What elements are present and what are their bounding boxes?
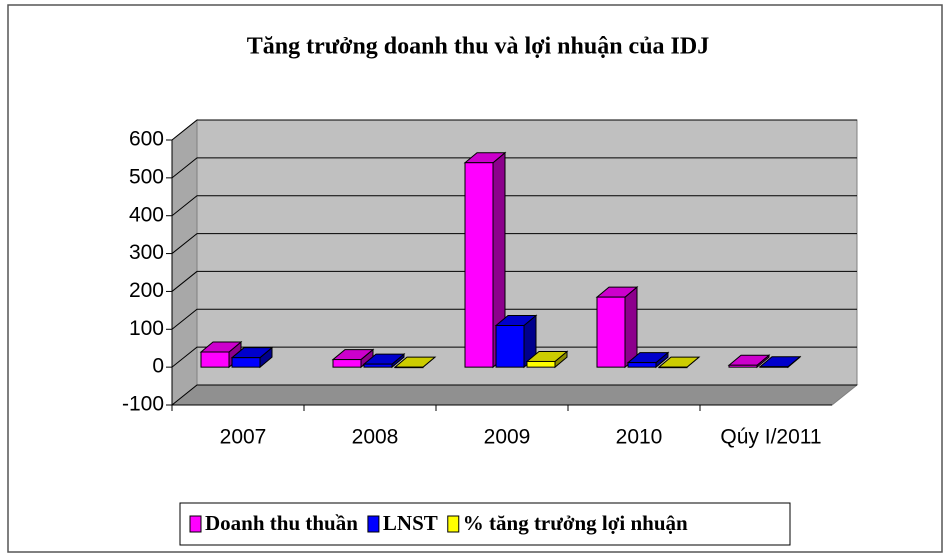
bar-front [231,357,261,368]
legend-label: LNST [383,511,438,535]
legend-swatch [367,515,380,533]
floor [170,384,859,406]
bar [657,356,701,369]
x-tick-label: 2010 [616,426,663,449]
x-tick-label: 2008 [352,426,399,449]
y-tick-label: 0 [152,355,164,378]
bar [595,286,639,369]
bar-front [464,162,494,368]
bar [727,354,771,369]
y-tick-label: 200 [129,279,164,302]
bar-front [526,360,556,368]
bar-front [200,351,230,368]
bar [525,350,569,369]
bar-front [332,359,362,368]
x-tick-label: Qúy I/2011 [720,426,821,449]
bar [230,346,274,369]
bar-front [627,362,657,368]
bar-front [394,366,424,369]
bar [362,353,406,369]
grid-line [171,119,857,141]
plot-area: -100 0 100 200 300 400 500 600 2007 2008 2009 2010 Q… [122,118,859,449]
legend: Doanh thu thuần LNST % tăng trưởng lợi nhu… [189,511,688,535]
bar-side [624,286,638,369]
bar [393,356,437,369]
x-tick-label: 2009 [484,426,531,449]
grid-line [171,233,857,254]
bar-front [363,363,393,368]
bar [463,151,507,369]
bar [494,314,538,369]
y-tick-label: 500 [129,165,164,188]
y-tick-label: 600 [129,128,164,151]
bar [331,348,375,369]
legend-label: Doanh thu thuần [205,511,358,535]
grid-line [171,157,857,179]
y-tick-label: 400 [129,203,164,226]
y-tick-label: 100 [129,317,164,340]
bar [626,351,670,369]
bar-front [596,296,626,368]
chart-title: Tăng trưởng doanh thu và lợi nhuận của I… [247,34,709,60]
legend-box [179,502,791,546]
bar-front [495,325,525,368]
side-wall [171,118,198,407]
grid-line [171,384,857,406]
grid-line [171,195,857,217]
x-tick-label: 2007 [220,426,267,449]
bar-front [728,364,758,368]
legend-swatch [189,515,202,533]
y-tick-label: 300 [129,241,164,264]
bar-front [658,366,688,369]
bar-front [759,366,789,368]
grid-line [171,270,857,292]
bar [758,355,802,369]
legend-swatch [447,515,460,533]
y-tick-label: -100 [122,393,164,416]
legend-label: % tăng trưởng lợi nhuận [463,511,688,535]
